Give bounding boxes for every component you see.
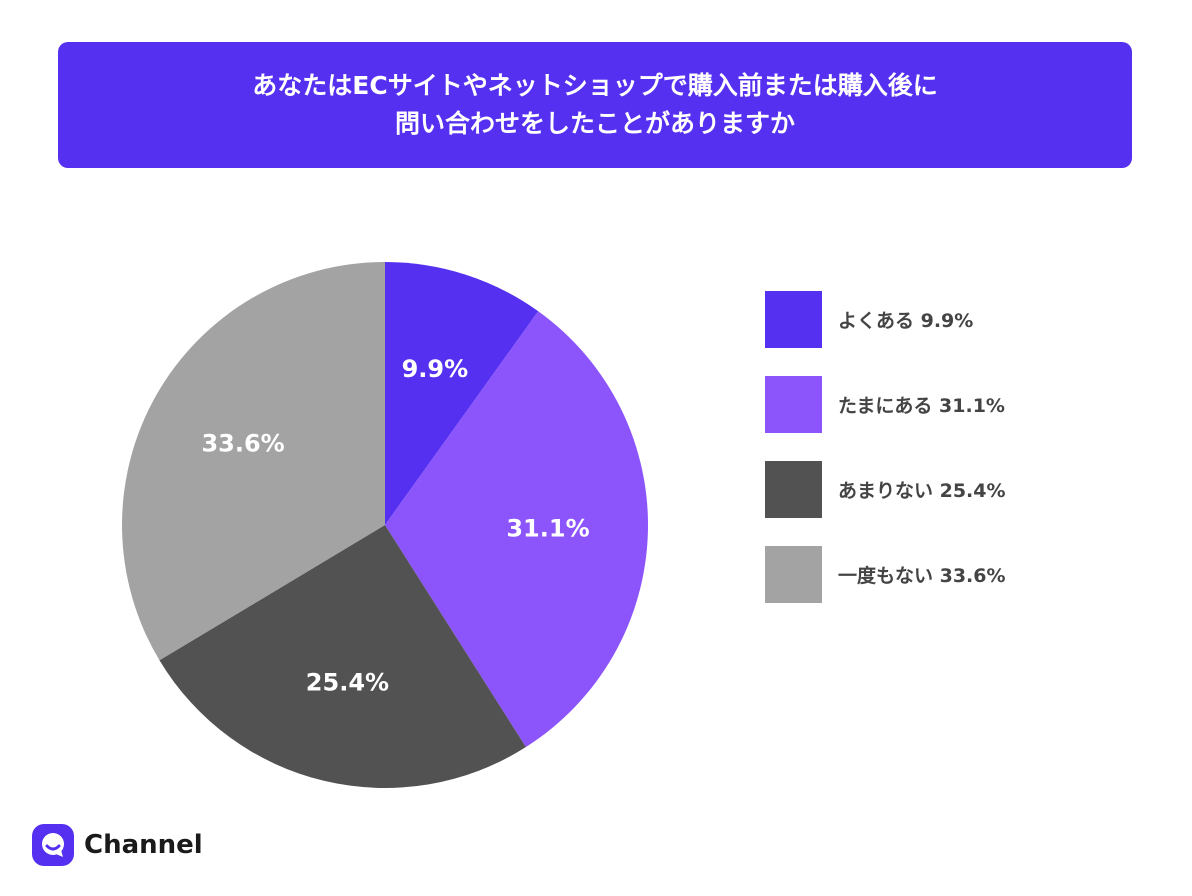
- legend-swatch: [765, 545, 822, 603]
- legend-label: よくある 9.9%: [838, 309, 974, 332]
- legend-item: よくある 9.9%: [765, 290, 1006, 348]
- legend-swatch: [765, 460, 822, 518]
- legend-item: たまにある 31.1%: [765, 375, 1006, 433]
- pie-slices: [121, 262, 648, 788]
- pie-slice: [159, 525, 526, 788]
- pie-slice-labels: 9.9% 31.1% 25.4% 33.6%: [201, 355, 589, 697]
- legend-item: あまりない 25.4%: [765, 460, 1006, 518]
- legend-label: あまりない 25.4%: [838, 479, 1006, 502]
- channel-logo: Channel: [32, 824, 203, 866]
- legend-label: 一度もない 33.6%: [838, 564, 1006, 587]
- legend-swatch: [765, 375, 822, 433]
- pie-slice: [121, 262, 385, 661]
- pie-slice: [385, 262, 539, 525]
- chart-title-line-1: あなたはECサイトやネットショップで購入前または購入後に: [252, 71, 938, 100]
- pie-slice-label: 9.9%: [402, 355, 469, 383]
- channel-logo-text: Channel: [84, 830, 203, 860]
- channel-chat-icon: [32, 824, 74, 866]
- legend-item: 一度もない 33.6%: [765, 545, 1006, 603]
- pie-slice-label: 33.6%: [201, 430, 284, 458]
- chart-title-line-2: 問い合わせをしたことがありますか: [394, 109, 795, 138]
- pie-slice-label: 25.4%: [306, 669, 389, 697]
- chart-title-banner: あなたはECサイトやネットショップで購入前または購入後に 問い合わせをしたことが…: [58, 42, 1132, 168]
- chart-legend: よくある 9.9% たまにある 31.1% あまりない 25.4% 一度もない …: [765, 290, 1006, 630]
- pie-slice-label: 31.1%: [506, 515, 589, 543]
- legend-swatch: [765, 290, 822, 348]
- legend-label: たまにある 31.1%: [838, 394, 1005, 417]
- pie-slice: [385, 311, 648, 748]
